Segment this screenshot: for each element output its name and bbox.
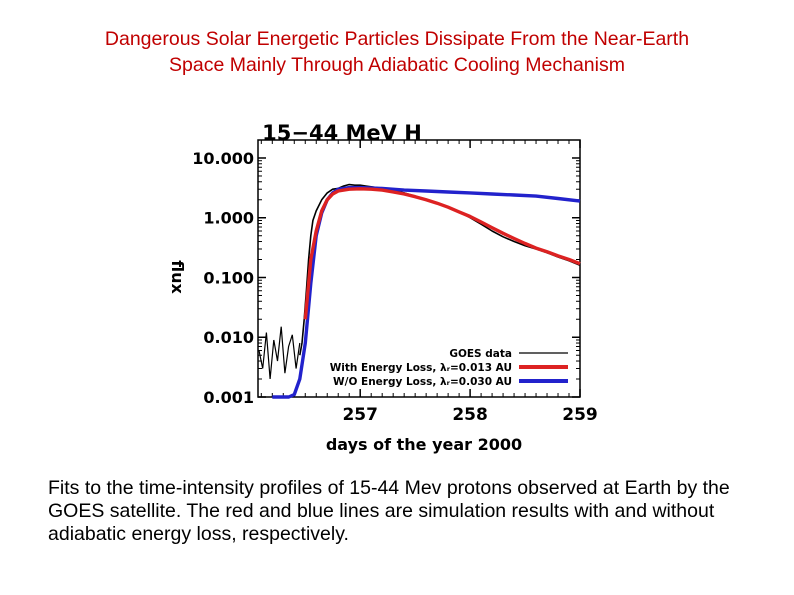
y-tick-label: 0.010 [203, 328, 254, 347]
y-tick-label: 10.000 [192, 149, 254, 168]
y-tick-label: 1.000 [203, 209, 254, 228]
legend: GOES data With Energy Loss, λᵣ=0.013 AU W/… [330, 348, 568, 388]
plot-frame [257, 139, 581, 398]
x-tick-label: 259 [562, 405, 598, 425]
legend-label-without: W/O Energy Loss, λᵣ=0.030 AU [333, 376, 512, 388]
x-tick-label: 257 [342, 405, 378, 425]
series-line-goes [299, 183, 581, 356]
series-line-with [303, 187, 581, 320]
flux-chart: 15−44 MeV H flux days of the year 2000 1… [168, 121, 598, 454]
series-group [258, 183, 581, 399]
slide-title: Dangerous Solar Energetic Particles Diss… [0, 26, 794, 78]
legend-label-goes: GOES data [449, 348, 512, 360]
legend-label-with: With Energy Loss, λᵣ=0.013 AU [330, 362, 512, 374]
series-noise-goes [258, 326, 301, 380]
x-tick-label: 258 [452, 405, 488, 425]
tick-group: 10.000 1.000 0.100 0.010 0.001 257 258 259 [192, 140, 598, 425]
slide-title-line2: Space Mainly Through Adiabatic Cooling M… [169, 54, 625, 76]
slide-title-line1: Dangerous Solar Energetic Particles Diss… [104, 28, 690, 50]
y-axis-label: flux [168, 260, 187, 294]
x-axis-label: days of the year 2000 [326, 435, 522, 454]
chart-title: 15−44 MeV H [262, 121, 422, 145]
y-tick-label: 0.100 [203, 268, 254, 287]
caption: Fits to the time-intensity profiles of 1… [48, 477, 730, 545]
y-tick-label: 0.001 [203, 388, 254, 407]
